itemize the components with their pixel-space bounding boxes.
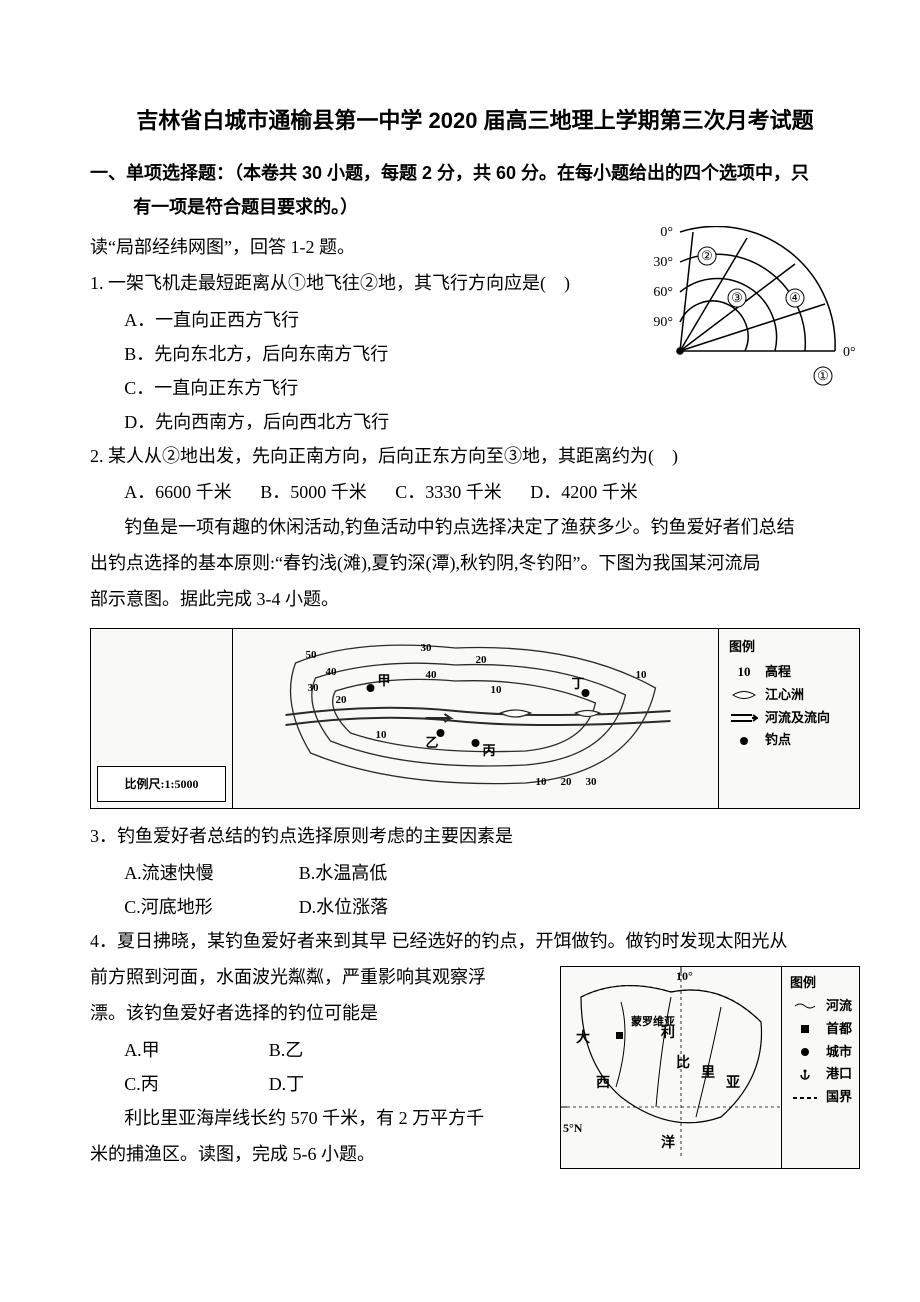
q2-opt-a: A．6600 千米 — [124, 475, 232, 509]
svg-text:40: 40 — [326, 666, 338, 678]
fig1-pt-3: ③ — [731, 290, 743, 305]
city-icon — [790, 1046, 820, 1058]
fig1-lbl-0r: 0° — [843, 345, 856, 360]
svg-text:20: 20 — [561, 776, 573, 788]
svg-text:30: 30 — [421, 642, 433, 654]
page-title: 吉林省白城市通榆县第一中学 2020 届高三地理上学期第三次月考试题 — [90, 100, 860, 142]
figure-3-liberia-map: 大 西 利 比 里 亚 洋 蒙罗维亚 10° 5°N 图例 — [560, 966, 860, 1169]
fig3-legend-title: 图例 — [790, 973, 860, 994]
q4-opt-d: D.丁 — [269, 1074, 305, 1094]
q3-opt-c: C.河底地形 — [124, 890, 294, 924]
q2-opt-c: C．3330 千米 — [395, 475, 502, 509]
fig1-pt-2: ② — [701, 248, 713, 263]
q4-opt-c: C.丙 — [124, 1067, 264, 1101]
fig2-lg-1: 江心洲 — [765, 685, 804, 706]
fig3-lg-0: 河流 — [826, 996, 852, 1017]
port-icon — [790, 1069, 820, 1081]
svg-text:乙: 乙 — [426, 735, 439, 750]
section-1-line-b: 有一项是符合题目要求的。） — [90, 190, 860, 224]
q3-options: A.流速快慢 B.水温高低 C.河底地形 D.水位涨落 — [90, 856, 860, 924]
fig1-lbl-0: 0° — [660, 226, 673, 240]
svg-text:大: 大 — [576, 1029, 590, 1046]
q2-stem: 2. 某人从②地出发，先向正南方向，后向正东方向至③地，其距离约为( ) — [90, 439, 860, 473]
fig1-pt-4: ④ — [789, 290, 801, 305]
figure-2-river-map: 比例尺:1:5000 — [90, 628, 860, 809]
section-1-heading: 一、单项选择题：（本卷共 30 小题，每题 2 分，共 60 分。在每小题给出的… — [90, 156, 860, 224]
svg-text:丁: 丁 — [572, 676, 585, 691]
q2-opt-d: D．4200 千米 — [530, 475, 638, 509]
fig3-legend: 图例 河流 首都 城市 — [790, 973, 860, 1108]
q4-opt-a: A.甲 — [124, 1033, 264, 1067]
dot-icon — [729, 735, 759, 747]
fig3-lg-4: 国界 — [826, 1087, 852, 1108]
svg-text:10: 10 — [376, 729, 388, 741]
fig2-lg-3: 钓点 — [765, 730, 791, 751]
svg-text:10: 10 — [536, 776, 548, 788]
svg-text:40: 40 — [426, 669, 438, 681]
fig2-lg-0: 高程 — [765, 662, 791, 683]
fig2-scale-label: 比例尺:1:5000 — [97, 766, 226, 803]
capital-icon — [790, 1023, 820, 1035]
fig3-lg-1: 首都 — [826, 1019, 852, 1040]
q3-opt-a: A.流速快慢 — [124, 856, 294, 890]
fig3-lg-3: 港口 — [826, 1064, 852, 1085]
svg-text:甲: 甲 — [378, 673, 391, 688]
border-icon — [790, 1095, 820, 1101]
fig2-legend-title: 图例 — [729, 637, 849, 658]
svg-text:丙: 丙 — [483, 743, 496, 758]
svg-text:10: 10 — [636, 669, 648, 681]
svg-text:10: 10 — [491, 684, 503, 696]
intro-2b: 出钓点选择的基本原则:“春钓浅(滩),夏钓深(潭),秋钓阴,冬钓阳”。下图为我国… — [90, 546, 860, 580]
svg-text:西: 西 — [596, 1075, 610, 1091]
svg-text:蒙罗维亚: 蒙罗维亚 — [631, 1014, 675, 1028]
river-arrow-icon — [729, 712, 759, 724]
svg-text:20: 20 — [476, 654, 488, 666]
fig2-svg: 50 40 30 20 30 20 40 10 10 10 20 30 10 甲 — [237, 633, 714, 793]
fig1-lbl-90: 90° — [653, 315, 673, 330]
fig1-lbl-30: 30° — [653, 255, 673, 270]
river-icon — [790, 1001, 820, 1011]
svg-text:50: 50 — [306, 649, 318, 661]
svg-text:洋: 洋 — [661, 1134, 675, 1151]
fig3-lg-2: 城市 — [826, 1042, 852, 1063]
q2-opt-b: B．5000 千米 — [260, 475, 367, 509]
fig1-lbl-60: 60° — [653, 285, 673, 300]
q3-stem: 3．钓鱼爱好者总结的钓点选择原则考虑的主要因素是 — [90, 819, 860, 853]
intro-2c: 部示意图。据此完成 3-4 小题。 — [90, 582, 860, 616]
svg-text:20: 20 — [336, 694, 348, 706]
svg-text:30: 30 — [308, 682, 320, 694]
svg-text:亚: 亚 — [726, 1075, 740, 1091]
fig3-left-label: 5°N — [563, 1117, 582, 1140]
q2-options: A．6600 千米 B．5000 千米 C．3330 千米 D．4200 千米 — [90, 475, 860, 509]
fig2-legend: 图例 10 高程 江心洲 河流及流向 — [729, 637, 849, 751]
figure-1-graticule: 0° 30° 60° 90° 0° ① ② ③ ④ — [635, 226, 860, 412]
fig2-lg-2: 河流及流向 — [765, 708, 830, 729]
q3-opt-d: D.水位涨落 — [299, 897, 389, 917]
q4-opt-b: B.乙 — [269, 1040, 304, 1060]
svg-text:30: 30 — [586, 776, 598, 788]
fig1-pt-1: ① — [817, 368, 829, 383]
svg-text:比: 比 — [676, 1054, 690, 1071]
svg-text:里: 里 — [701, 1065, 715, 1081]
intro-2a: 钓鱼是一项有趣的休闲活动,钓鱼活动中钓点选择决定了渔获多少。钓鱼爱好者们总结 — [90, 510, 860, 544]
contour-icon: 10 — [729, 662, 759, 683]
island-icon — [729, 688, 759, 702]
q4-stem-a: 4．夏日拂晓，某钓鱼爱好者来到其早 已经选好的钓点，开饵做钓。做钓时发现太阳光从 — [90, 924, 860, 958]
section-1-line-a: 一、单项选择题：（本卷共 30 小题，每题 2 分，共 60 分。在每小题给出的… — [90, 163, 809, 183]
fig3-top-label: 10° — [676, 965, 693, 988]
q3-opt-b: B.水温高低 — [299, 863, 388, 883]
